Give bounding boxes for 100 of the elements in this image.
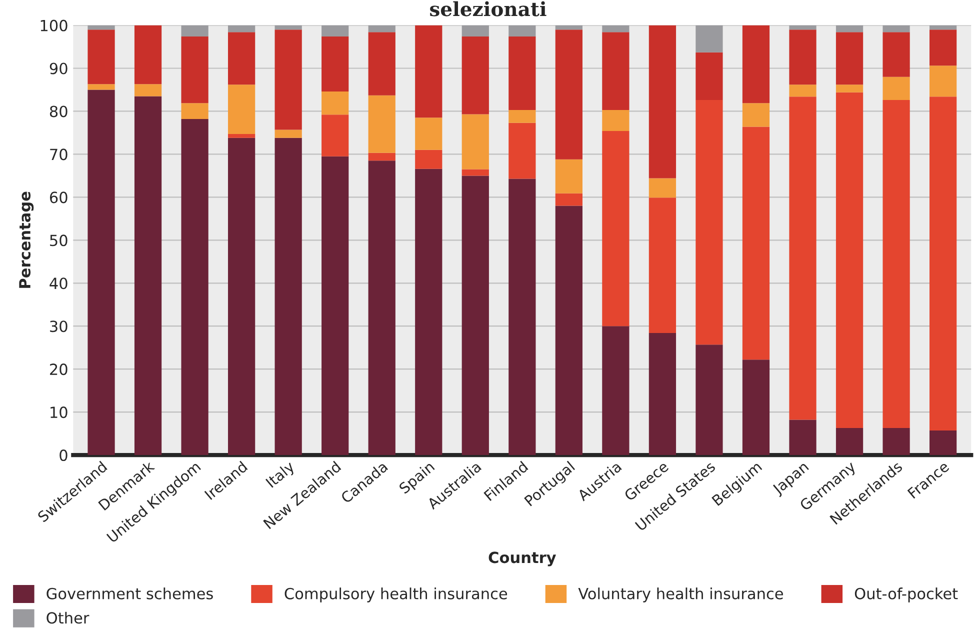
bar bbox=[789, 84, 816, 97]
chart-title: selezionati bbox=[430, 1, 546, 16]
y-tick-label: 0 bbox=[60, 450, 68, 462]
bar bbox=[648, 332, 676, 456]
legend-label: Out-of-pocket bbox=[854, 588, 958, 602]
bar bbox=[555, 159, 582, 194]
bar bbox=[88, 84, 115, 90]
bar bbox=[789, 420, 816, 456]
bar bbox=[181, 36, 208, 104]
bar bbox=[228, 32, 256, 85]
bar bbox=[882, 428, 910, 456]
bar bbox=[789, 96, 816, 420]
y-tick-label: 90 bbox=[50, 62, 68, 74]
bar bbox=[228, 25, 256, 32]
bar bbox=[181, 103, 208, 119]
y-tick-label: 40 bbox=[50, 278, 68, 290]
y-tick-label: 30 bbox=[50, 320, 68, 332]
bar bbox=[602, 32, 630, 110]
bar bbox=[88, 25, 115, 30]
bar bbox=[274, 30, 302, 130]
bar bbox=[134, 25, 162, 84]
bar bbox=[462, 169, 489, 176]
bar bbox=[836, 25, 864, 32]
bar bbox=[368, 32, 396, 96]
y-tick-label: 50 bbox=[50, 234, 68, 246]
y-tick-label: 10 bbox=[50, 406, 68, 418]
legend-label: Other bbox=[46, 612, 90, 624]
bar bbox=[930, 430, 957, 456]
bar bbox=[555, 25, 582, 30]
bar bbox=[368, 25, 396, 32]
bar bbox=[322, 156, 349, 456]
bar bbox=[930, 25, 957, 30]
bar bbox=[322, 36, 349, 92]
bar bbox=[836, 84, 864, 92]
bar bbox=[882, 100, 910, 428]
bar bbox=[134, 96, 162, 456]
bar bbox=[508, 25, 536, 36]
bar bbox=[415, 25, 442, 118]
bar bbox=[648, 178, 676, 198]
y-tick-label: 100 bbox=[40, 20, 68, 32]
bar bbox=[882, 32, 910, 77]
bar bbox=[228, 84, 256, 134]
bar bbox=[415, 150, 442, 169]
bar bbox=[462, 114, 489, 170]
bar bbox=[508, 110, 536, 123]
bar bbox=[836, 32, 864, 85]
bar bbox=[88, 30, 115, 84]
bar bbox=[274, 138, 302, 456]
bar bbox=[228, 138, 256, 456]
y-tick-label: 60 bbox=[50, 192, 68, 204]
bar bbox=[555, 30, 582, 160]
y-tick-label: 20 bbox=[50, 364, 68, 376]
y-tick-label: 80 bbox=[50, 106, 68, 118]
bar bbox=[462, 25, 489, 36]
bar bbox=[508, 178, 536, 456]
bar bbox=[228, 134, 256, 138]
bar bbox=[322, 91, 349, 115]
bar bbox=[882, 25, 910, 32]
x-axis-title: Country bbox=[488, 552, 556, 566]
bar bbox=[462, 36, 489, 114]
bar bbox=[742, 25, 770, 104]
bar bbox=[882, 76, 910, 100]
bar bbox=[274, 25, 302, 30]
bar bbox=[555, 193, 582, 206]
legend-label: Government schemes bbox=[46, 588, 213, 600]
y-axis-title: Percentage bbox=[19, 192, 34, 288]
bar bbox=[368, 95, 396, 153]
bar bbox=[696, 100, 723, 345]
bar bbox=[648, 198, 676, 333]
bar bbox=[602, 131, 630, 326]
bar bbox=[742, 126, 770, 360]
bar bbox=[415, 168, 442, 456]
bar bbox=[508, 122, 536, 179]
bar bbox=[602, 110, 630, 131]
bar bbox=[930, 30, 957, 66]
bar bbox=[134, 84, 162, 96]
legend-label: Compulsory health insurance bbox=[284, 588, 508, 602]
bar bbox=[648, 25, 676, 178]
bar bbox=[322, 25, 349, 36]
bar bbox=[930, 96, 957, 431]
bar bbox=[181, 25, 208, 36]
bar bbox=[930, 66, 957, 97]
bar bbox=[836, 92, 864, 428]
bar bbox=[696, 344, 723, 456]
bar bbox=[462, 176, 489, 456]
bar bbox=[789, 25, 816, 30]
bar bbox=[836, 428, 864, 456]
legend-label: Voluntary health insurance bbox=[578, 588, 783, 602]
bar bbox=[181, 118, 208, 456]
bar bbox=[322, 114, 349, 156]
bar bbox=[274, 130, 302, 138]
bar bbox=[602, 326, 630, 456]
bar bbox=[789, 30, 816, 85]
bar bbox=[696, 52, 723, 100]
y-tick-label: 70 bbox=[50, 148, 68, 160]
bar bbox=[368, 152, 396, 161]
bar bbox=[368, 160, 396, 456]
bar bbox=[742, 360, 770, 456]
bar bbox=[508, 36, 536, 110]
bar bbox=[742, 103, 770, 127]
